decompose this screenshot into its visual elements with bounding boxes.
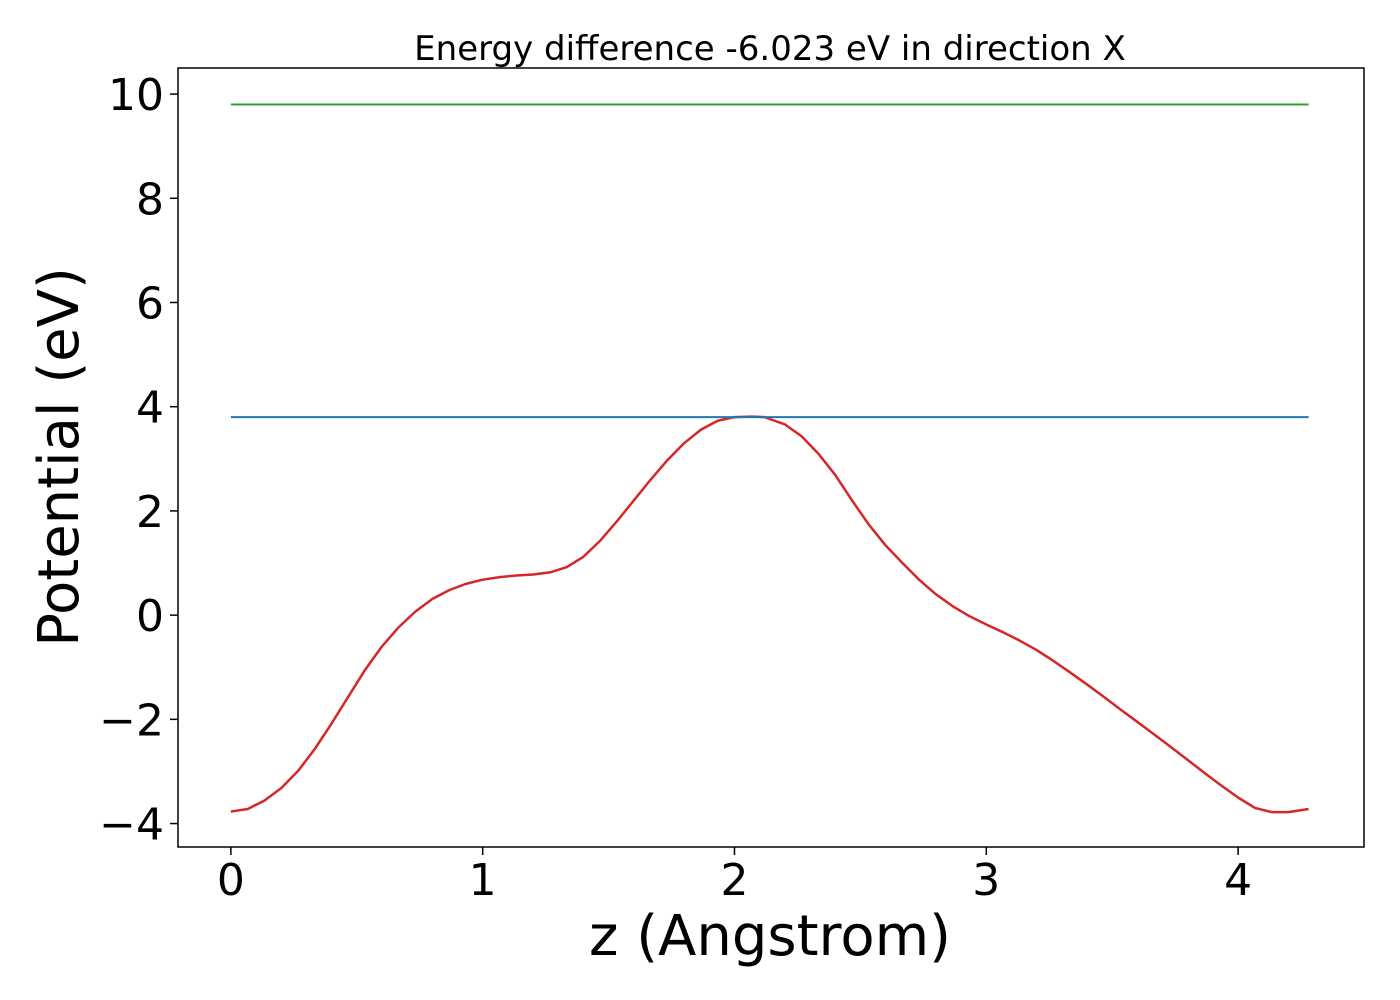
- y-tick-label: 10: [108, 70, 164, 121]
- y-tick-label: 4: [136, 383, 164, 434]
- x-tick-label: 3: [972, 855, 1000, 906]
- y-tick-label: 6: [136, 278, 164, 329]
- series-layer: [230, 103, 1309, 814]
- y-tick-label: 8: [136, 174, 164, 225]
- y-tick-label: 2: [136, 487, 164, 538]
- x-tick-label: 4: [1224, 855, 1252, 906]
- x-tick-label: 0: [217, 855, 245, 906]
- plot-frame: [177, 67, 1365, 848]
- x-tick-label: 1: [469, 855, 497, 906]
- series-line-1: [230, 415, 1309, 814]
- y-axis-ticks: −4 −2 0 2 4 6 8 10: [99, 70, 178, 851]
- x-axis-label: z (Angstrom): [589, 904, 951, 969]
- y-axis-label: Potential (eV): [27, 267, 92, 647]
- x-tick-label: 2: [720, 855, 748, 906]
- y-tick-label: −2: [99, 695, 164, 746]
- x-axis-ticks: 0 1 2 3 4: [217, 847, 1252, 906]
- chart-title: Energy difference -6.023 eV in direction…: [414, 29, 1126, 69]
- y-tick-label: 0: [136, 591, 164, 642]
- plot-area: [177, 67, 1365, 848]
- y-tick-label: −4: [99, 800, 164, 851]
